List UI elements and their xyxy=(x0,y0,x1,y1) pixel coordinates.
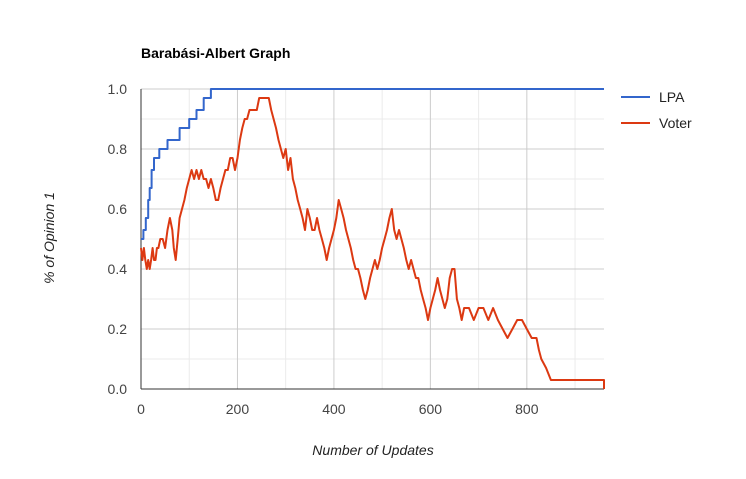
x-tick-label: 200 xyxy=(226,401,250,417)
y-axis-title: % of Opinion 1 xyxy=(41,192,57,284)
y-tick-label: 0.4 xyxy=(108,261,128,277)
x-tick-label: 800 xyxy=(515,401,539,417)
y-tick-label: 0.2 xyxy=(108,321,128,337)
y-tick-label: 0.0 xyxy=(108,381,128,397)
chart-title: Barabási-Albert Graph xyxy=(141,45,290,61)
series-line-lpa xyxy=(141,88,604,240)
x-tick-label: 400 xyxy=(322,401,346,417)
legend-label-voter: Voter xyxy=(659,115,692,131)
legend: LPA Voter xyxy=(621,89,692,131)
series-layer xyxy=(140,88,605,389)
x-tick-label: 600 xyxy=(419,401,443,417)
y-tick-label: 0.6 xyxy=(108,201,128,217)
legend-label-lpa: LPA xyxy=(659,89,685,105)
y-tick-label: 0.8 xyxy=(108,141,128,157)
grid-layer xyxy=(141,88,604,389)
x-tick-label: 0 xyxy=(137,401,145,417)
y-tick-label: 1.0 xyxy=(108,81,128,97)
tick-labels: 0 200 400 600 800 0.0 0.2 0.4 0.6 0.8 1.0 xyxy=(108,81,539,417)
x-axis-title: Number of Updates xyxy=(312,442,433,458)
series-line-voter xyxy=(140,97,605,389)
